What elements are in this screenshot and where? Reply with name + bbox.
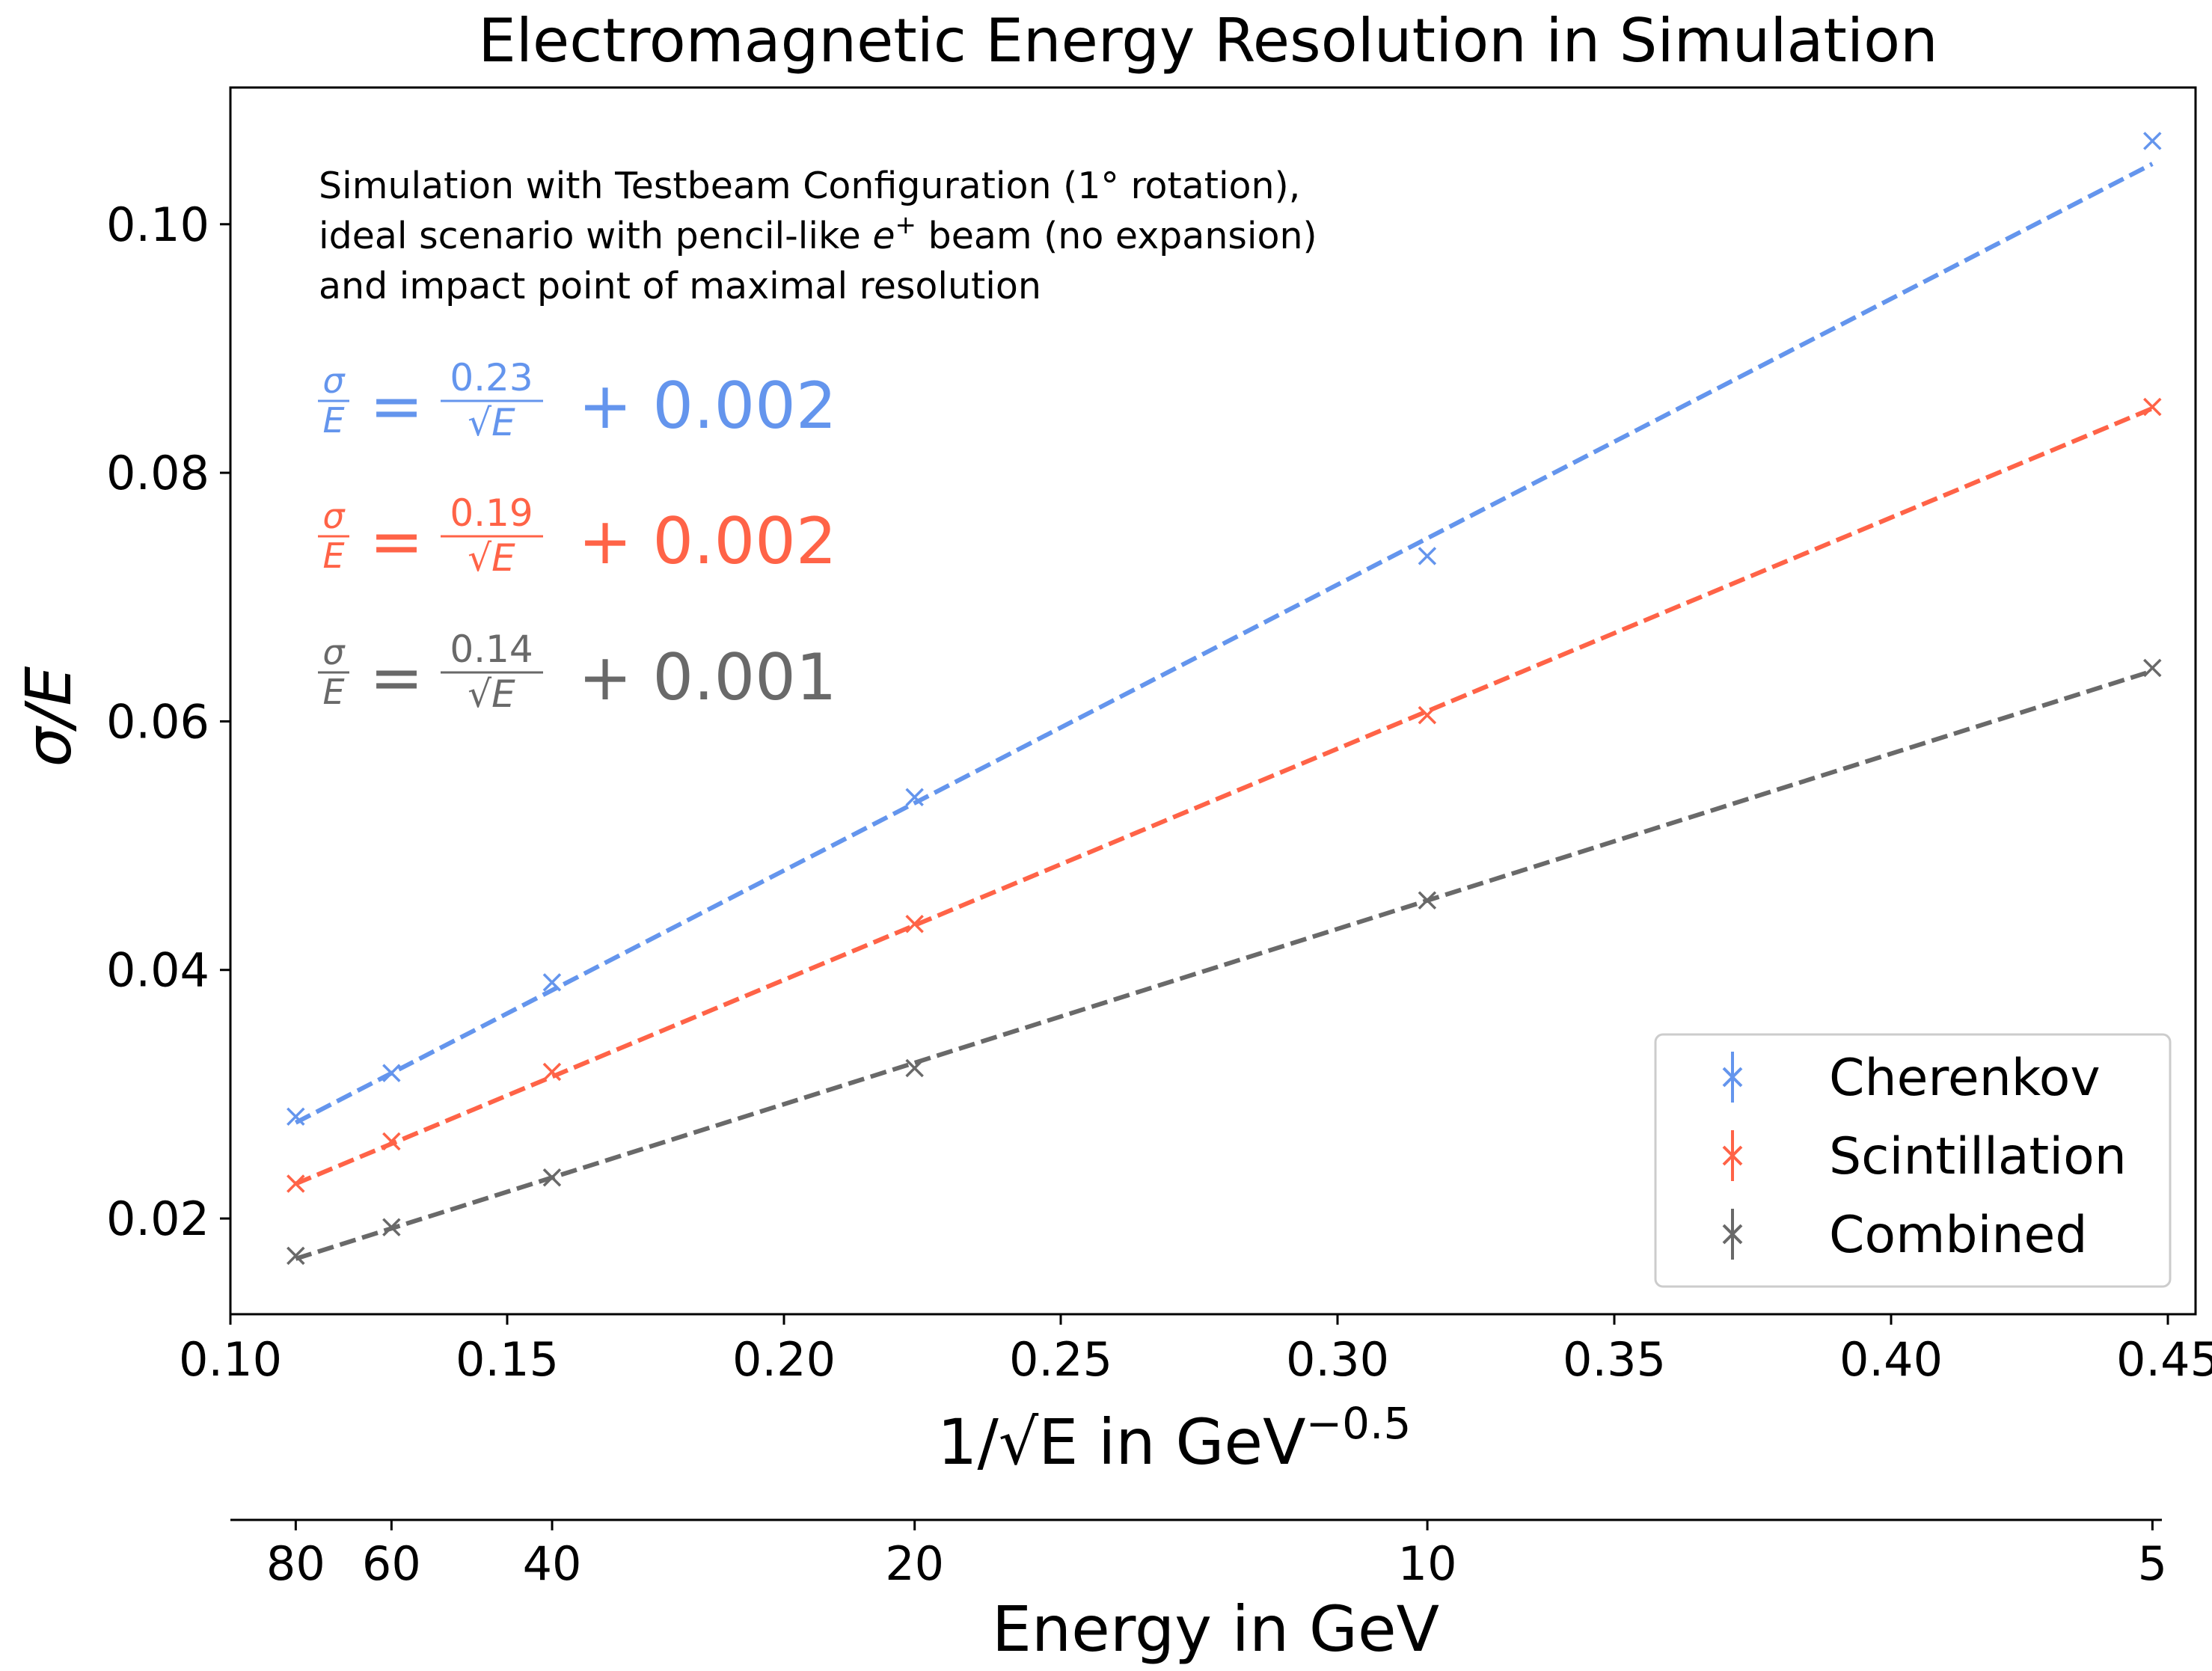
- data-point-cherenkov: [382, 1064, 401, 1082]
- y-tick-label: 0.08: [106, 446, 209, 500]
- legend-label-combined: Combined: [1829, 1206, 2087, 1265]
- data-point-scintillation: [287, 1174, 305, 1193]
- data-point-combined: [2143, 658, 2162, 678]
- legend-box: [1654, 1033, 2172, 1288]
- secondary-tick-label: 5: [2138, 1536, 2167, 1591]
- data-point-cherenkov: [542, 973, 562, 992]
- x-tick-label: 0.25: [1009, 1332, 1112, 1387]
- fit-formula-denominator: √E: [468, 672, 515, 716]
- fit-formula-numerator: 0.23: [450, 356, 533, 399]
- legend-entry-scintillation: Scintillation: [1722, 1127, 2127, 1186]
- y-tick-label: 0.10: [106, 197, 209, 252]
- legend: Cherenkov Scintillation Combined: [1654, 1033, 2172, 1288]
- data-point-scintillation: [542, 1062, 562, 1082]
- data-point-combined: [1418, 891, 1437, 910]
- fit-formula-numerator: 0.19: [450, 491, 533, 535]
- fit-formula-equals: =: [370, 640, 423, 715]
- annotation-text: Simulation with Testbeam Configuration (…: [319, 165, 1317, 307]
- data-point-combined: [382, 1218, 401, 1236]
- legend-label-scintillation: Scintillation: [1829, 1127, 2127, 1186]
- data-point-cherenkov: [1418, 547, 1437, 565]
- fit-formula-lhs-den: E: [322, 400, 344, 441]
- fit-formula-numerator: 0.14: [450, 628, 533, 671]
- annotation-line-2: ideal scenario with pencil-like e+ beam …: [319, 210, 1317, 257]
- data-point-scintillation: [905, 915, 924, 933]
- fit-formula-scintillation: σE = 0.19√E + 0.002: [318, 491, 837, 580]
- secondary-axis-label: Energy in GeV: [992, 1592, 1439, 1666]
- fit-formula-denominator: √E: [468, 536, 515, 580]
- fit-formula-equals: =: [370, 369, 423, 444]
- data-point-combined: [287, 1246, 305, 1266]
- x-tick-label: 0.35: [1563, 1332, 1666, 1387]
- legend-entry-combined: Combined: [1722, 1206, 2087, 1265]
- y-tick-label: 0.06: [106, 694, 209, 749]
- secondary-tick-label: 60: [362, 1536, 421, 1591]
- data-point-combined: [905, 1058, 924, 1078]
- y-tick-label: 0.04: [106, 943, 209, 998]
- y-tick-label: 0.02: [106, 1192, 209, 1246]
- data-point-cherenkov: [287, 1107, 305, 1126]
- data-point-cherenkov: [2143, 132, 2162, 150]
- fit-formula-lhs-num: σ: [322, 496, 346, 536]
- x-tick-label: 0.40: [1839, 1332, 1943, 1387]
- data-point-scintillation: [2143, 397, 2162, 417]
- y-axis-label: σ/E: [12, 666, 85, 767]
- x-axis-label: 1/√E in GeV−0.5: [937, 1398, 1411, 1479]
- fit-formula-lhs-den: E: [322, 672, 344, 712]
- legend-entry-cherenkov: Cherenkov: [1722, 1049, 2101, 1108]
- secondary-tick-label: 20: [885, 1536, 944, 1591]
- fit-formula-lhs-num: σ: [322, 361, 346, 401]
- data-point-scintillation: [1418, 705, 1437, 725]
- fit-formula-constant: + 0.001: [578, 640, 837, 715]
- annotation-line-3: and impact point of maximal resolution: [319, 265, 1041, 307]
- secondary-tick-label: 10: [1398, 1536, 1457, 1591]
- data-point-cherenkov: [905, 788, 924, 807]
- legend-label-cherenkov: Cherenkov: [1829, 1049, 2101, 1108]
- chart-title: Electromagnetic Energy Resolution in Sim…: [478, 6, 1938, 76]
- plot-frame: [229, 86, 2197, 1316]
- x-tick-label: 0.20: [732, 1332, 836, 1387]
- x-tick-label: 0.10: [179, 1332, 282, 1387]
- fit-formula-lhs-den: E: [322, 536, 344, 576]
- fit-line-scintillation: [295, 406, 2154, 1186]
- fit-line-cherenkov: [294, 162, 2154, 1125]
- fit-formula-lhs-num: σ: [322, 632, 346, 672]
- data-point-scintillation: [382, 1132, 401, 1151]
- x-tick-label: 0.45: [2116, 1332, 2212, 1387]
- secondary-tick-label: 40: [523, 1536, 582, 1591]
- fit-formula-constant: + 0.002: [578, 369, 837, 444]
- fit-formula-equals: =: [370, 504, 423, 579]
- fit-formula-constant: + 0.002: [578, 504, 837, 579]
- data-point-combined: [542, 1168, 562, 1187]
- x-tick-label: 0.15: [456, 1332, 559, 1387]
- x-tick-label: 0.30: [1286, 1332, 1389, 1387]
- annotation-line-1: Simulation with Testbeam Configuration (…: [319, 165, 1300, 207]
- fit-formula-combined: σE = 0.14√E + 0.001: [318, 628, 837, 716]
- fit-formula-cherenkov: σE = 0.23√E + 0.002: [318, 356, 837, 444]
- secondary-tick-label: 80: [266, 1536, 325, 1591]
- fit-formula-denominator: √E: [468, 401, 515, 444]
